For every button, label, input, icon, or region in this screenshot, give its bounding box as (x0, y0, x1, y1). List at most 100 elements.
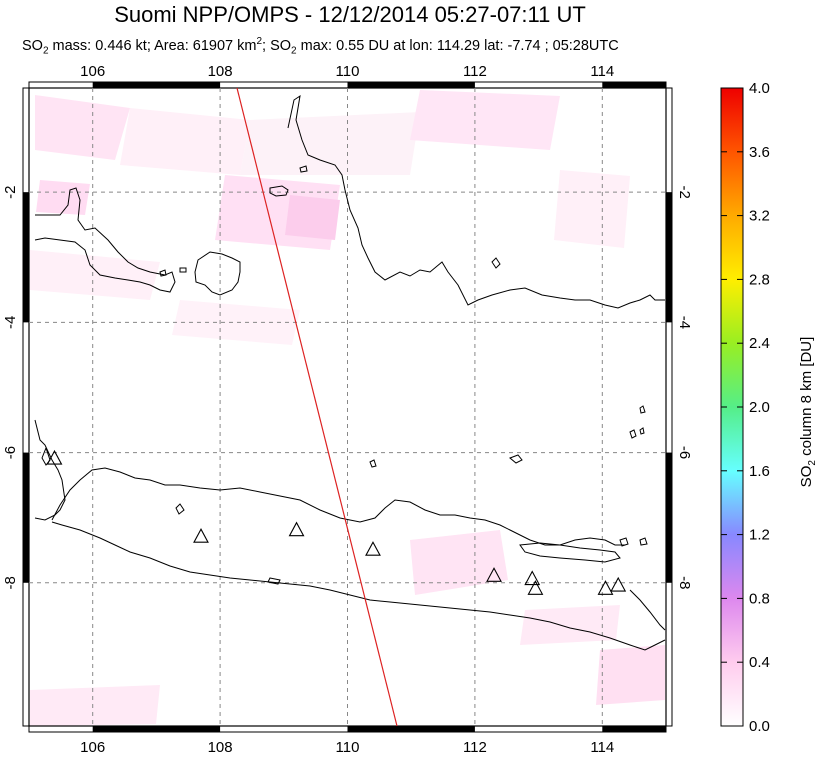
subtitle-mass-label: SO (22, 37, 43, 54)
small-island (491, 257, 501, 269)
colorbar-tick-label: 0.0 (749, 718, 770, 735)
subtitle-so2-label: ; SO (262, 37, 292, 54)
small-island (175, 503, 185, 515)
colorbar-tick-label: 2.8 (749, 271, 770, 288)
scale-bar-segment (602, 726, 666, 732)
small-island (179, 267, 187, 273)
lat-label-right: -2 (676, 185, 693, 198)
lon-label-bottom: 112 (463, 739, 487, 756)
longitude-labels: 106 106 108 108 110 110 112 112 114 114 (80, 63, 614, 756)
belitung-island (269, 185, 289, 197)
small-island (509, 454, 523, 464)
colorbar-ticks: 0.0 0.4 0.8 1.2 1.6 2.0 2.4 2.8 3.2 3.6 4.0 (721, 80, 770, 735)
small-island (629, 429, 637, 439)
volcano-marker (610, 576, 627, 592)
so2-swath-patch (240, 112, 420, 175)
so2-swath-patch (285, 195, 340, 240)
so2-swath-patch (36, 180, 90, 215)
volcano-marker (46, 449, 63, 465)
colorbar-tick-label: 3.6 (749, 144, 770, 161)
scale-bar-segment (347, 726, 475, 732)
colorbar-title: SO2 column 8 km [DU] (798, 337, 818, 488)
volcano-marker (527, 580, 544, 595)
so2-swath-patch (120, 108, 250, 175)
lon-label-bottom: 114 (590, 739, 614, 756)
volcano-marker (288, 521, 305, 537)
colorbar-title-prefix: SO (798, 465, 815, 488)
colorbar-title-sub: 2 (807, 460, 818, 466)
lon-label-bottom: 110 (336, 739, 360, 756)
so2-swath-patch (172, 300, 300, 345)
lat-label-left: -2 (2, 185, 19, 198)
subtitle-area-sup: 2 (256, 36, 263, 47)
scale-bar-segment (602, 82, 666, 88)
lon-label-top: 108 (208, 63, 233, 80)
lat-label-right: -6 (676, 446, 693, 459)
so2-swath-patch (554, 170, 630, 248)
subtitle: SO2 mass: 0.446 kt; Area: 61907 km2; SO2… (22, 36, 619, 57)
volcano-marker (193, 528, 209, 543)
volcano-marker (365, 541, 381, 556)
colorbar-tick-label: 4.0 (749, 80, 770, 97)
scale-bar-segments (23, 82, 672, 732)
scale-bar-segment (666, 452, 672, 583)
volcano-marker (486, 567, 502, 582)
colorbar-tick-label: 0.8 (749, 590, 770, 607)
so2-swath-patch (410, 90, 560, 150)
colorbar: 0.0 0.4 0.8 1.2 1.6 2.0 2.4 2.8 3.2 3.6 4.0 (720, 80, 770, 735)
colorbar-tick-label: 0.4 (749, 654, 770, 671)
so2-swath-patch (30, 685, 160, 726)
scale-bar-segment (23, 192, 29, 323)
right-scale-bar (665, 87, 673, 727)
lat-label-left: -8 (2, 576, 19, 589)
scale-bar-segment (92, 82, 221, 88)
so2-swath-patch (410, 530, 508, 595)
colorbar-tick-label: 1.6 (749, 463, 770, 480)
lon-label-top: 110 (336, 63, 360, 80)
borneo-coast (287, 94, 665, 309)
colorbar-title-suffix: column 8 km [DU] (798, 336, 815, 461)
java-north-coast (51, 467, 625, 546)
subtitle-so2-sub: 2 (291, 45, 297, 57)
so2-swath-layer (30, 90, 665, 726)
lat-label-right: -8 (676, 576, 693, 589)
subtitle-mass-sub: 2 (42, 45, 49, 57)
so2-swath-patch (520, 605, 620, 645)
bangka-island (194, 251, 241, 296)
bali-coast (629, 589, 666, 631)
small-island (369, 459, 377, 468)
small-island (639, 537, 648, 546)
lon-label-top: 114 (590, 63, 614, 80)
lat-label-left: -6 (2, 446, 19, 459)
small-island (267, 577, 281, 585)
volcano-markers (46, 449, 627, 595)
colorbar-tick-label: 1.2 (749, 527, 770, 544)
so2-swath-patch (30, 250, 160, 300)
small-island (639, 427, 645, 435)
graticule (29, 88, 666, 726)
sumatra-coast (34, 187, 176, 293)
lon-label-top: 106 (80, 63, 105, 80)
scale-bar-segment (92, 726, 221, 732)
scale-bar-segment (666, 192, 672, 323)
colorbar-tick-label: 2.4 (749, 335, 770, 352)
volcano-marker (597, 580, 614, 595)
scale-bar-segment (23, 452, 29, 583)
sumatra-south-tip (34, 419, 66, 521)
subtitle-rest: max: 0.55 DU at lon: 114.29 lat: -7.74 ;… (296, 37, 619, 54)
satellite-orbit-line (236, 87, 398, 727)
madura-island (519, 542, 621, 563)
map-title: Suomi NPP/OMPS - 12/12/2014 05:27-07:11 … (114, 2, 586, 27)
small-island (619, 537, 629, 547)
lat-label-right: -4 (676, 316, 693, 329)
subtitle-mass-text: mass: 0.446 kt; Area: 61907 km (48, 37, 257, 54)
lon-label-bottom: 108 (208, 739, 233, 756)
colorbar-tick-label: 3.2 (749, 208, 770, 225)
lon-label-top: 112 (463, 63, 487, 80)
small-island (639, 405, 646, 414)
scale-bar-segment (347, 82, 475, 88)
so2-swath-patch (35, 95, 130, 160)
java-south-coast (51, 521, 666, 651)
so2-swath-patch (596, 645, 665, 705)
